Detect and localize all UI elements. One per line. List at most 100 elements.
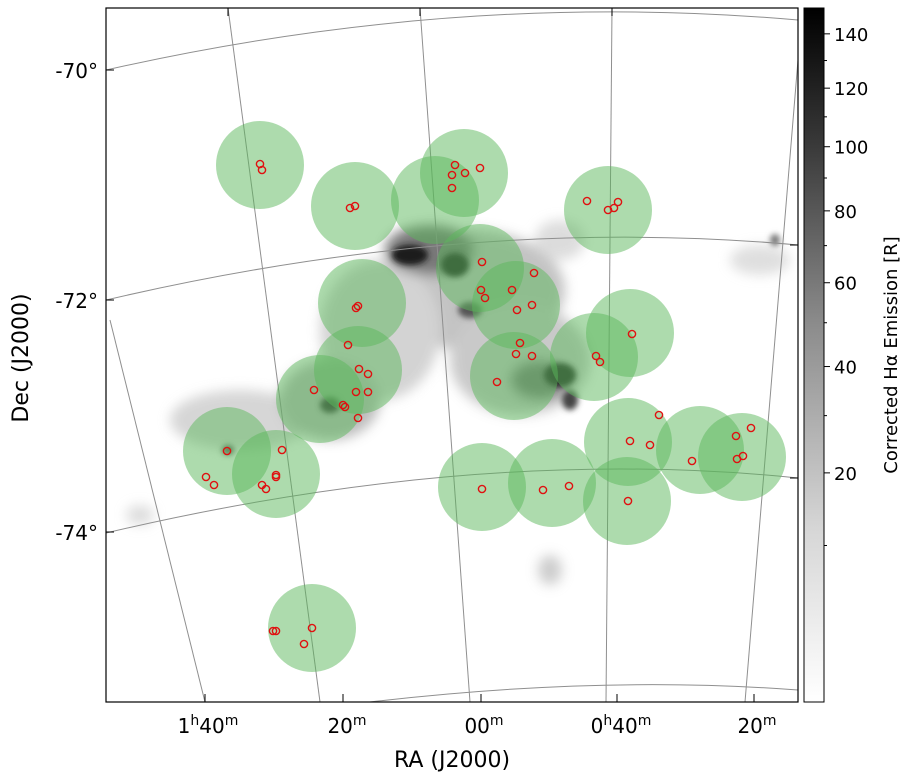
source-marker-42: [209, 480, 219, 490]
source-marker-46: [271, 472, 281, 482]
source-marker-33: [363, 387, 373, 397]
field-circle-4: [420, 129, 508, 217]
source-marker-20: [527, 300, 537, 310]
dec-tick-70: -70°: [55, 59, 98, 83]
source-marker-24: [492, 377, 502, 387]
source-marker-59: [268, 626, 278, 636]
source-marker-15: [476, 285, 486, 295]
colorbar-title: Corrected Hα Emission [R]: [881, 236, 902, 473]
dec-tick-74: -74°: [55, 521, 98, 545]
source-marker-44: [261, 484, 271, 494]
colorbar-tick-label-60: 60: [834, 274, 857, 295]
source-marker-2: [257, 165, 267, 175]
colorbar-tick-label-40: 40: [834, 358, 857, 379]
field-circle-21: [583, 457, 671, 545]
source-marker-56: [538, 485, 548, 495]
source-marker-10: [582, 196, 592, 206]
field-circle-10: [550, 313, 638, 401]
field-circle-12: [470, 332, 558, 420]
y-axis-title: Dec (J2000): [9, 293, 34, 422]
colorbar-ticks: [824, 33, 830, 547]
observation-fields: [183, 121, 786, 672]
colorbar-tick-label-140: 140: [834, 25, 868, 46]
source-marker-22: [511, 349, 521, 359]
source-marker-36: [338, 400, 348, 410]
source-marker-26: [595, 357, 605, 367]
colorbar-gradient: [803, 7, 825, 703]
field-circle-19: [438, 443, 526, 531]
plot-frame: [105, 7, 799, 703]
source-marker-16: [480, 293, 490, 303]
source-marker-8: [460, 168, 470, 178]
source-marker-54: [746, 423, 756, 433]
plot-area: [105, 7, 799, 703]
source-marker-40: [277, 445, 287, 455]
source-marker-27: [627, 329, 637, 339]
source-marker-60: [271, 626, 281, 636]
field-circle-1: [216, 121, 304, 209]
source-marker-58: [623, 496, 633, 506]
source-marker-48: [654, 410, 664, 420]
ra-tick-0h40m: 0h40m: [591, 713, 652, 738]
source-marker-19: [512, 305, 522, 315]
source-marker-29: [351, 303, 361, 313]
source-marker-3: [345, 203, 355, 213]
source-marker-23: [527, 351, 537, 361]
source-marker-49: [645, 440, 655, 450]
ra-tick-20m: 20m: [327, 713, 366, 738]
source-marker-50: [687, 456, 697, 466]
source-marker-28: [353, 301, 363, 311]
source-marker-55: [477, 484, 487, 494]
field-circle-13: [276, 355, 364, 443]
source-marker-18: [529, 268, 539, 278]
source-marker-30: [343, 340, 353, 350]
source-marker-57: [564, 481, 574, 491]
source-marker-6: [447, 170, 457, 180]
source-marker-35: [309, 385, 319, 395]
colorbar: Corrected Hα Emission [R] 140 120 100 80 60 4…: [803, 7, 902, 703]
source-marker-13: [613, 197, 623, 207]
dec-tick-labels: -70° -72° -74°: [55, 59, 98, 545]
ra-tick-1h40m: 1h40m: [178, 713, 239, 738]
source-marker-31: [354, 364, 364, 374]
source-marker-53: [738, 451, 748, 461]
source-markers: [201, 159, 756, 649]
field-circle-18: [698, 413, 786, 501]
ra-tick-20m-right: 20m: [737, 713, 776, 738]
source-marker-14: [477, 257, 487, 267]
source-marker-25: [591, 351, 601, 361]
field-circle-5: [564, 166, 652, 254]
source-marker-12: [609, 203, 619, 213]
colorbar-tick-label-80: 80: [834, 202, 857, 223]
dec-tick-72: -72°: [55, 289, 98, 313]
ra-tick-00m: 00m: [464, 713, 503, 738]
field-circle-22: [268, 584, 356, 672]
x-axis-title: RA (J2000): [394, 748, 510, 773]
source-marker-41: [201, 472, 211, 482]
source-marker-5: [450, 160, 460, 170]
source-marker-39: [222, 446, 232, 456]
source-marker-51: [731, 431, 741, 441]
field-circle-6: [318, 259, 406, 347]
colorbar-tick-label-20: 20: [834, 464, 857, 485]
source-marker-38: [353, 413, 363, 423]
source-marker-32: [363, 369, 373, 379]
ra-tick-labels: 1h40m 20m 00m 0h40m 20m: [178, 713, 777, 738]
source-marker-7: [447, 183, 457, 193]
frame-ticks: [106, 8, 798, 702]
source-marker-21: [515, 338, 525, 348]
source-marker-47: [625, 436, 635, 446]
source-marker-37: [340, 402, 350, 412]
source-marker-9: [475, 163, 485, 173]
field-circle-8: [472, 261, 560, 349]
source-marker-62: [299, 639, 309, 649]
field-circle-2: [311, 162, 399, 250]
colorbar-tick-label-120: 120: [834, 79, 868, 100]
field-circle-20: [508, 439, 596, 527]
source-marker-61: [307, 623, 317, 633]
colorbar-tick-label-100: 100: [834, 138, 868, 159]
source-marker-34: [351, 387, 361, 397]
source-marker-4: [350, 201, 360, 211]
source-marker-17: [507, 285, 517, 295]
